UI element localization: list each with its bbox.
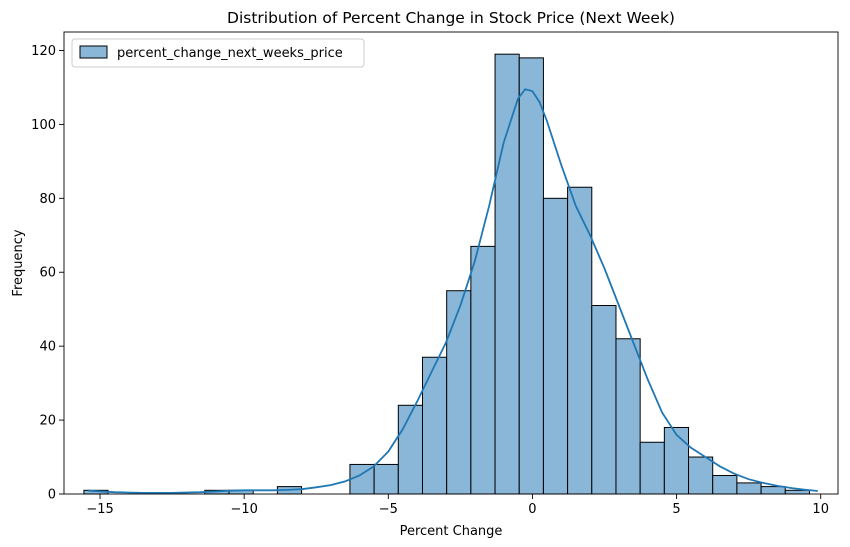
x-tick-label: −5 [379,502,398,517]
histogram-bar [663,426,690,495]
x-tick-label: 5 [672,502,680,517]
histogram-bar [615,338,641,495]
histogram-bar [421,356,448,495]
x-axis-ticks: −15 −10 −5 0 5 10 [86,494,829,517]
histogram-bar [494,53,520,495]
y-tick-label: 80 [39,192,56,207]
histogram-bar [736,482,762,495]
y-axis-label: Frequency [11,229,26,296]
y-tick-label: 100 [31,118,56,133]
y-tick-label: 120 [31,44,56,59]
legend-swatch [79,45,108,59]
histogram-bar [567,186,593,495]
histogram-bar [712,475,738,495]
histogram-bar [470,245,496,495]
histogram-bar [397,404,423,495]
histogram-bar [373,463,399,495]
histogram-bar [518,57,544,495]
y-axis-ticks: 0 20 40 60 80 100 120 [31,44,64,503]
histogram-bar [688,456,714,495]
histogram-bar [760,486,786,495]
x-tick-label: 10 [812,502,829,517]
y-tick-label: 60 [39,266,56,281]
histogram-bars [83,53,810,495]
y-tick-label: 20 [39,414,56,429]
chart-title: Distribution of Percent Change in Stock … [227,9,675,27]
histogram-bar [784,489,810,495]
histogram-bar [591,305,617,495]
x-tick-label: −10 [230,502,257,517]
x-axis-label: Percent Change [400,524,503,539]
legend-label: percent_change_next_weeks_price [117,46,343,61]
histogram-bar [446,290,472,495]
legend-box [71,38,365,68]
axes-frame [63,31,839,495]
histogram-bar [639,441,665,495]
legend: percent_change_next_weeks_price [71,38,365,68]
y-tick-label: 0 [48,488,56,503]
x-tick-label: 0 [528,502,536,517]
kde-curve [88,88,818,494]
x-tick-label: −15 [86,502,113,517]
histogram-bar [542,197,569,495]
y-tick-label: 40 [39,340,56,355]
